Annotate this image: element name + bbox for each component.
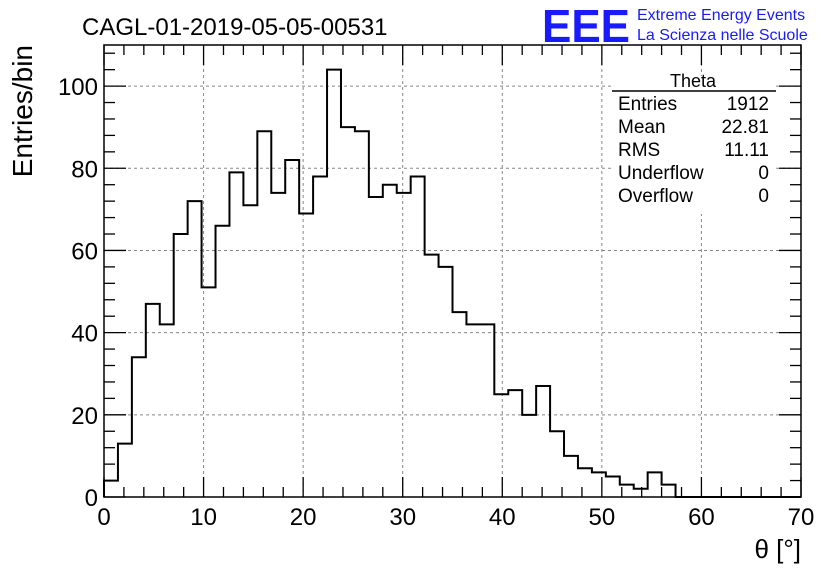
- x-tick-label: 0: [97, 504, 110, 531]
- histogram-bar: [271, 193, 285, 497]
- stats-row-value: 1912: [727, 94, 769, 115]
- stats-box-title: Theta: [670, 71, 717, 91]
- y-tick-label: 0: [85, 485, 98, 512]
- histogram-bar: [313, 176, 327, 497]
- x-tick-label: 20: [290, 504, 317, 531]
- eee-logo-mark: EEE: [542, 0, 630, 52]
- plot-frame: [103, 44, 802, 498]
- stats-row-label: RMS: [618, 140, 660, 161]
- histogram-bars: [103, 68, 801, 498]
- y-tick-label: 80: [71, 156, 98, 183]
- eee-logo-line2: La Scienza nelle Scuole: [637, 27, 808, 44]
- stats-row-label: Entries: [618, 94, 677, 115]
- stats-box: Theta Entries 1912 Mean 22.81 RMS 11.11 Underf…: [612, 71, 776, 214]
- grid-lines: [104, 45, 801, 497]
- histogram-bar: [257, 131, 271, 497]
- x-tick-label: 70: [788, 504, 815, 531]
- histogram-bar: [299, 213, 313, 497]
- stats-row-label: Mean: [618, 117, 666, 138]
- stats-row-label: Underflow: [618, 163, 704, 184]
- eee-logo-line1: Extreme Energy Events: [637, 7, 805, 24]
- stats-row-value: 0: [758, 186, 769, 207]
- histogram-bar: [383, 185, 397, 497]
- stats-row-value: 0: [758, 163, 769, 184]
- x-tick-label: 60: [688, 504, 715, 531]
- y-tick-label: 20: [71, 403, 98, 430]
- histogram-bar: [327, 70, 341, 497]
- histogram-outline: [103, 68, 801, 498]
- axis-ticks: [103, 45, 802, 498]
- y-tick-label: 100: [58, 74, 98, 101]
- histogram-bar: [536, 386, 550, 497]
- chart-title: CAGL-01-2019-05-05-00531: [82, 14, 388, 41]
- x-tick-label: 40: [489, 504, 516, 531]
- histogram-bar: [508, 390, 522, 497]
- histogram-bar: [662, 485, 676, 497]
- histogram-bar: [104, 481, 118, 497]
- histogram-bar: [439, 267, 453, 497]
- histogram-bar: [132, 357, 146, 497]
- histogram-bar: [466, 324, 480, 497]
- histogram-bar: [341, 127, 355, 497]
- x-axis-label: θ [°]: [754, 534, 801, 564]
- y-tick-label: 60: [71, 238, 98, 265]
- histogram-bar: [188, 201, 202, 497]
- histogram-bar: [216, 226, 230, 497]
- histogram-bar: [285, 160, 299, 497]
- stats-row-value: 11.11: [724, 140, 769, 161]
- histogram-bar: [174, 234, 188, 497]
- y-tick-label: 40: [71, 321, 98, 348]
- histogram-bar: [243, 205, 257, 497]
- histogram-bar: [160, 324, 174, 497]
- tick-labels: 0 10 20 30 40 50 60 70 0 20 40 60 80 100: [58, 74, 814, 531]
- histogram-bar: [453, 312, 467, 497]
- histogram-bar: [522, 415, 536, 497]
- histogram-bar: [578, 468, 592, 497]
- x-tick-label: 50: [589, 504, 616, 531]
- x-tick-label: 30: [389, 504, 416, 531]
- histogram-bar: [564, 456, 578, 497]
- stats-row-value: 22.81: [721, 117, 769, 138]
- stats-row-label: Overflow: [618, 186, 693, 207]
- histogram-bar: [494, 394, 508, 497]
- y-axis-label: Entries/bin: [7, 45, 38, 177]
- histogram-bar: [397, 193, 411, 497]
- x-tick-label: 10: [190, 504, 217, 531]
- histogram-bar: [229, 172, 243, 497]
- histogram-bar: [369, 197, 383, 497]
- histogram-bar: [118, 444, 132, 497]
- histogram-bar: [592, 472, 606, 497]
- eee-logo: EEE Extreme Energy Events La Scienza nel…: [542, 0, 808, 52]
- histogram-bar: [355, 131, 369, 497]
- histogram-bar: [480, 324, 494, 497]
- histogram-bar: [425, 255, 439, 497]
- histogram-bar: [606, 476, 620, 497]
- stats-box-rows: Entries 1912 Mean 22.81 RMS 11.11 Underflow 0 Ov…: [618, 94, 769, 207]
- histogram-bar: [648, 472, 662, 497]
- histogram-bar: [411, 176, 425, 497]
- histogram-bar: [634, 489, 648, 497]
- stats-box-background: [612, 76, 776, 214]
